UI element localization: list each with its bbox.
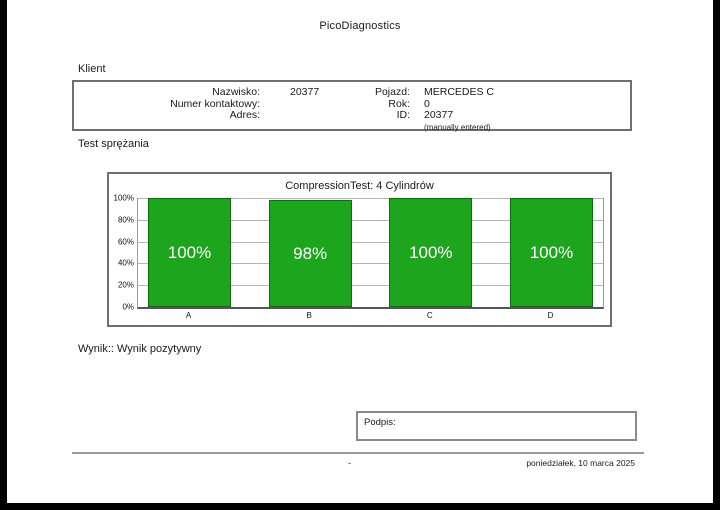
footer-date: poniedziałek, 10 marca 2025 bbox=[526, 458, 635, 468]
result-text: Wynik:: Wynik pozytywny bbox=[78, 343, 202, 355]
y-tick-label: 20% bbox=[117, 280, 134, 290]
y-tick-label: 100% bbox=[113, 193, 134, 203]
footer-center-mark: - bbox=[348, 458, 351, 468]
footer-divider bbox=[72, 452, 644, 454]
gridline-20 bbox=[138, 285, 603, 287]
field-label-id: ID: bbox=[396, 109, 410, 121]
manually-entered-note: (manually entered) bbox=[424, 122, 491, 132]
field-label-pojazd: Pojazd: bbox=[374, 86, 410, 98]
y-axis-labels: 100% 80% 60% 40% 20% 0% bbox=[110, 194, 134, 312]
plot-area: 100% 98% 100% 100% bbox=[137, 198, 604, 309]
field-value-pojazd: MERCEDES C bbox=[424, 86, 495, 98]
bar-value-label: 100% bbox=[529, 243, 574, 262]
x-tick-label-D: D bbox=[547, 311, 554, 320]
field-label-blank bbox=[365, 122, 410, 134]
bar-B: 98% bbox=[268, 200, 352, 307]
signature-box: Podpis: bbox=[356, 411, 637, 441]
client-section-label: Klient bbox=[78, 63, 106, 75]
bar-C: 100% bbox=[389, 198, 473, 307]
bar-D: 100% bbox=[509, 198, 593, 307]
bar-value-label: 100% bbox=[167, 243, 212, 262]
bar-A: 100% bbox=[148, 198, 231, 307]
gridline-60 bbox=[138, 241, 603, 243]
field-label-rok: Rok: bbox=[388, 97, 410, 110]
compression-chart: CompressionTest: 4 Cylindrów 100% 80% 60% 4… bbox=[107, 172, 612, 327]
field-label-numer-kontaktowy: Numer kontaktowy: bbox=[170, 97, 260, 110]
x-tick-label-C: C bbox=[426, 311, 433, 320]
client-fields-left: Nazwisko: 20377 Numer kontaktowy: Adres: bbox=[82, 86, 320, 122]
y-tick-label: 40% bbox=[117, 258, 134, 268]
x-tick-label-A: A bbox=[185, 311, 192, 320]
app-title: PicoDiagnostics bbox=[319, 20, 401, 32]
y-tick-label: 0% bbox=[122, 302, 134, 312]
bars-row: 100% 98% 100% 100% bbox=[138, 198, 603, 307]
client-info-box: Nazwisko: 20377 Numer kontaktowy: Adres:… bbox=[72, 80, 632, 134]
x-axis-labels: A B C D bbox=[137, 311, 602, 320]
bar-value-label: 98% bbox=[293, 244, 328, 264]
field-value-id: 20377 bbox=[424, 109, 454, 121]
test-section-label: Test sprężania bbox=[78, 138, 149, 150]
page-edge-right bbox=[713, 0, 720, 510]
signature-label: Podpis: bbox=[364, 417, 396, 428]
gridline-100 bbox=[138, 198, 603, 199]
y-tick-label: 60% bbox=[117, 237, 134, 247]
client-fields-right: Pojazd: MERCEDES C Rok: 0 ID: 20377 (man… bbox=[365, 86, 495, 134]
page-edge-bottom bbox=[0, 503, 720, 510]
gridline-40 bbox=[138, 263, 603, 265]
chart-title: CompressionTest: 4 Cylindrów bbox=[285, 180, 434, 192]
y-tick-label: 80% bbox=[117, 215, 134, 225]
field-label-nazwisko: Nazwisko: bbox=[212, 86, 260, 98]
field-value-rok: 0 bbox=[424, 97, 430, 110]
field-label-adres: Adres: bbox=[229, 109, 260, 121]
field-value-numer-kontaktowy bbox=[290, 99, 319, 111]
gridline-80 bbox=[138, 219, 603, 221]
bar-value-label: 100% bbox=[409, 243, 453, 262]
field-value-adres bbox=[290, 110, 319, 122]
page-edge-left bbox=[0, 0, 7, 510]
field-value-nazwisko: 20377 bbox=[290, 86, 320, 98]
x-tick-label-B: B bbox=[306, 311, 312, 320]
